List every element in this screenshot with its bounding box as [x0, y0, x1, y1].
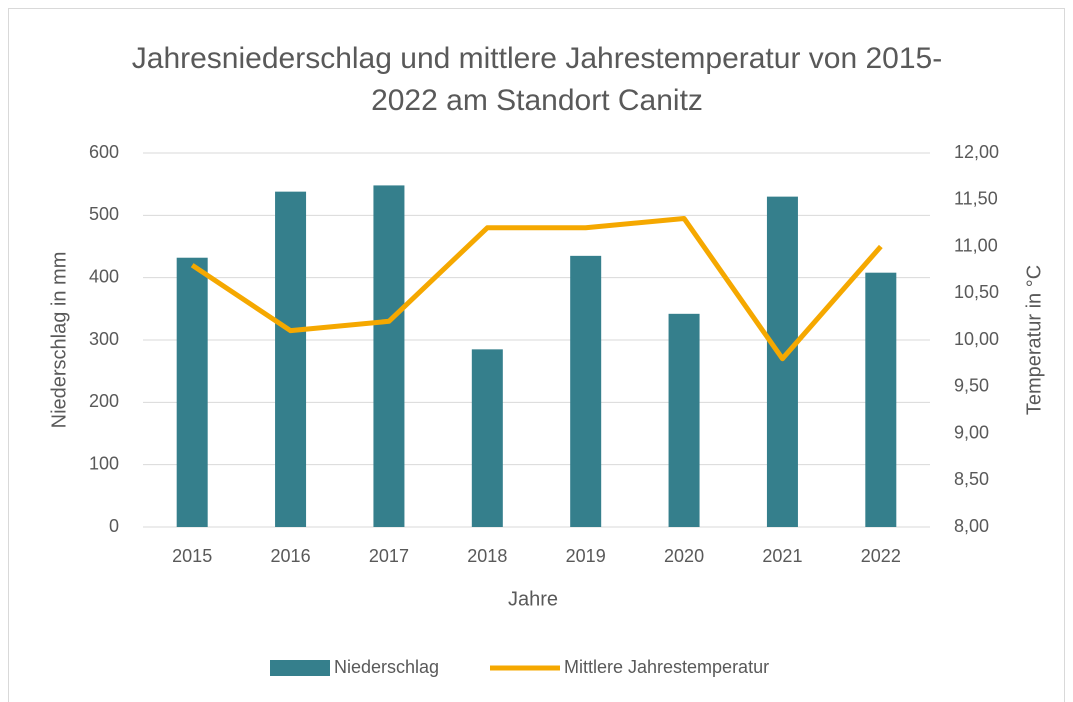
x-axis-label: Jahre: [508, 588, 558, 610]
y2-tick-label: 8,50: [954, 469, 989, 489]
x-tick-label: 2022: [861, 546, 901, 566]
legend-label: Niederschlag: [334, 657, 439, 677]
y-tick-label: 100: [89, 453, 119, 473]
y2-tick-label: 9,50: [954, 376, 989, 396]
y2-tick-label: 10,50: [954, 282, 999, 302]
y-axis-label: Niederschlag in mm: [48, 252, 70, 429]
x-tick-label: 2017: [369, 546, 409, 566]
x-tick-label: 2020: [664, 546, 704, 566]
legend-swatch: [270, 660, 330, 676]
y-tick-label: 400: [89, 266, 119, 286]
chart-title: Jahresniederschlag und mittlere Jahreste…: [131, 42, 943, 117]
bar: [471, 349, 503, 527]
y2-axis-label: Temperatur in °C: [1023, 265, 1045, 415]
x-tick-label: 2019: [566, 546, 606, 566]
y-tick-label: 600: [89, 142, 119, 162]
bar: [668, 313, 700, 527]
y-tick-label: 300: [89, 329, 119, 349]
bar: [570, 255, 602, 527]
chart-border: [8, 8, 1065, 702]
bar: [275, 191, 307, 527]
bar: [865, 272, 897, 527]
bar: [766, 196, 798, 527]
y2-tick-label: 11,00: [954, 235, 998, 255]
x-tick-label: 2021: [762, 546, 802, 566]
y2-tick-label: 12,00: [954, 142, 999, 162]
line: [190, 215, 883, 362]
x-tick-label: 2015: [172, 546, 212, 566]
x-tick-label: 2016: [271, 546, 311, 566]
y2-tick-label: 9,00: [954, 422, 989, 442]
y2-tick-label: 10,00: [954, 329, 999, 349]
y-tick-label: 0: [109, 516, 119, 536]
y2-tick-label: 11,50: [954, 189, 998, 209]
y-tick-label: 200: [89, 391, 119, 411]
y2-tick-label: 8,00: [954, 516, 989, 536]
legend-label: Mittlere Jahrestemperatur: [564, 657, 769, 677]
x-tick-label: 2018: [467, 546, 507, 566]
bar: [176, 257, 208, 527]
y-tick-label: 500: [89, 204, 119, 224]
bar: [373, 185, 405, 527]
